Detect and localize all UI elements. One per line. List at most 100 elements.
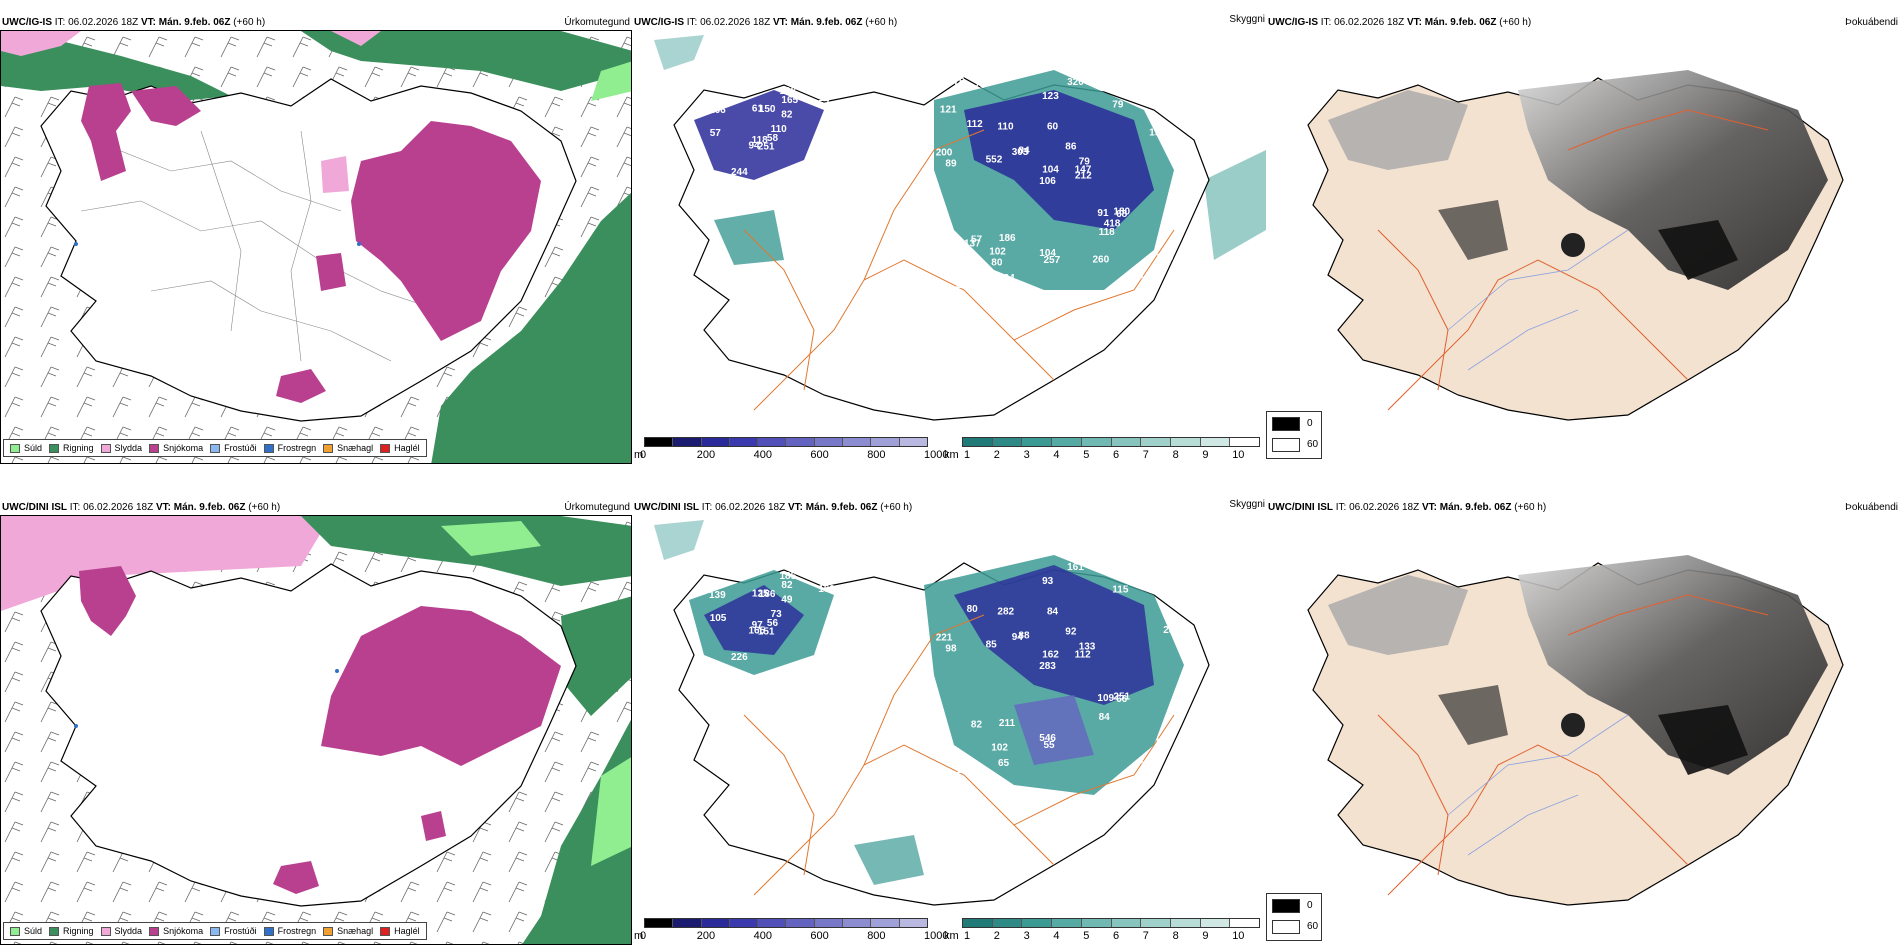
fog-map[interactable] <box>1268 30 1900 430</box>
visibility-value: 251 <box>758 142 775 153</box>
vt-value: Mán. 9.feb. 06Z <box>805 502 878 513</box>
colorbar-tick: 4 <box>1053 930 1060 942</box>
visibility-value: 180 <box>1113 207 1130 218</box>
legend-item: Súld <box>10 926 42 936</box>
visibility-value: 125 <box>752 589 769 600</box>
colorbar-tick: 5 <box>1083 449 1090 461</box>
visibility-value: 162 <box>1042 649 1059 660</box>
legend-label: Haglél <box>394 443 420 453</box>
visibility-value: 89 <box>945 159 957 170</box>
colorbar-tick: 5 <box>1083 930 1090 942</box>
visibility-value: 147 <box>1075 165 1092 176</box>
visibility-value: 112 <box>1075 650 1092 661</box>
visibility-value: 539 <box>1156 738 1173 749</box>
colorbar-tick: 10 <box>1232 449 1245 461</box>
legend-swatch <box>263 443 274 453</box>
visibility-value: 208 <box>956 280 973 291</box>
fog-legend-label: 60 <box>1307 439 1319 450</box>
visibility-value: 212 <box>1075 171 1092 182</box>
visibility-value: 57 <box>818 99 830 110</box>
model-name: UWC/DINI ISL <box>2 502 67 513</box>
visibility-numbers: 251 166 118 187 110 244 108 150 165 58 89 80 57 57 94 8… <box>704 76 1180 291</box>
colorbar-bin <box>729 919 759 927</box>
colorbar-bin <box>1052 438 1082 446</box>
fog-title: Þokuábendi <box>1845 17 1898 28</box>
legend-swatch <box>380 443 391 453</box>
vis-m-colorbar: m 0 200 400 600 800 1000 <box>634 918 948 944</box>
colorbar-bin <box>1022 919 1053 927</box>
legend-label: Slydda <box>114 443 143 453</box>
colorbar-bin <box>899 919 927 927</box>
legend-item: Slydda <box>100 443 143 453</box>
colorbar-tick: 9 <box>1202 449 1209 461</box>
legend-label: Rigning <box>63 926 94 936</box>
legend-swatch <box>149 443 160 453</box>
it-label: IT: <box>54 17 66 28</box>
rain-area <box>561 596 631 716</box>
visibility-value: 185 <box>780 571 797 582</box>
fog-header: UWC/DINI ISL IT: 06.02.2026 18Z VT: Mán.… <box>1268 502 1546 514</box>
visibility-numbers: 151 139 97 78 73 226 185 186 82 56 59 63 105 160 165 49… <box>704 562 1180 776</box>
colorbar-bin <box>1141 438 1171 446</box>
fog-map[interactable] <box>1268 515 1900 915</box>
visibility-value: 94 <box>749 140 761 151</box>
colorbar-bin <box>645 919 674 927</box>
legend-item: Haglél <box>380 443 420 453</box>
visibility-value: 226 <box>731 652 748 663</box>
visibility-map[interactable]: 151 139 97 78 73 226 185 186 82 56 59 63 105 160 165 49… <box>634 515 1266 915</box>
precip-header: UWC/DINI ISL IT: 06.02.2026 18Z VT: Mán.… <box>2 502 280 514</box>
fog-legend-swatch <box>1272 920 1300 934</box>
legend-label: Snæhagl <box>337 926 374 936</box>
low-visibility-area <box>964 90 1154 230</box>
precip-map-panel[interactable]: Súld Rigning Slydda Snjókoma Frostúði Frostre… <box>0 515 632 945</box>
visibility-value: 418 <box>1104 219 1121 230</box>
fog-header: UWC/IG-IS IT: 06.02.2026 18Z VT: Mán. 9.… <box>1268 17 1531 29</box>
colorbar-tick: 200 <box>696 930 716 942</box>
colorbar-unit: m <box>634 930 644 942</box>
visibility-value: 283 <box>1039 661 1056 672</box>
visibility-value: 76 <box>954 76 966 87</box>
visibility-value: 104 <box>1039 248 1056 259</box>
visibility-value: 66 <box>1116 694 1128 705</box>
sleet-area <box>1 31 81 56</box>
legend-item: Frostúði <box>210 443 257 453</box>
precip-header: UWC/IG-IS IT: 06.02.2026 18Z VT: Mán. 9.… <box>2 17 265 29</box>
vt-value: Mán. 9.feb. 06Z <box>158 17 231 28</box>
rain-area <box>431 192 631 463</box>
precip-map-panel[interactable]: Súld Rigning Slydda Snjókoma Frostúði Frostre… <box>0 30 632 464</box>
visibility-value: 552 <box>986 155 1003 166</box>
colorbar-tick: 400 <box>753 930 772 942</box>
visibility-value: 166 <box>709 105 726 116</box>
colorbar-bin <box>1230 919 1260 927</box>
legend-item: Frostregn <box>263 926 316 936</box>
freezing-rain-spot <box>335 669 339 673</box>
colorbar-bin <box>1141 919 1171 927</box>
legend-swatch <box>10 443 20 453</box>
legend-item: Snjókoma <box>149 443 203 453</box>
model-name: UWC/IG-IS <box>634 17 684 28</box>
visibility-value: 58 <box>767 133 779 144</box>
visibility-value: 80 <box>967 604 979 615</box>
visibility-map[interactable]: 251 166 118 187 110 244 108 150 165 58 89 80 57 57 94 8… <box>634 30 1266 430</box>
colorbar-bin <box>701 919 730 927</box>
low-visibility-area <box>694 90 824 180</box>
visibility-value: 82 <box>971 719 983 730</box>
colorbar-bin <box>729 438 759 446</box>
legend-item: Snæhagl <box>323 443 373 453</box>
lead-time: (+60 h) <box>1499 17 1532 28</box>
it-value: 06.02.2026 18Z <box>83 502 154 513</box>
visibility-value: 151 <box>758 627 775 638</box>
visibility-value: 260 <box>1093 255 1110 266</box>
fog-title: Þokuábendi <box>1845 502 1898 513</box>
colorbar-tick: 9 <box>1202 930 1209 942</box>
visibility-value: 150 <box>759 104 776 115</box>
colorbar-tick: 6 <box>1113 449 1120 461</box>
roads <box>1377 594 1769 896</box>
it-label: IT: <box>1320 17 1332 28</box>
it-value: 06.02.2026 18Z <box>68 17 139 28</box>
legend-item: Súld <box>10 443 42 453</box>
legend-swatch <box>210 926 221 936</box>
it-value: 06.02.2026 18Z <box>700 17 771 28</box>
visibility-value: 121 <box>940 104 957 115</box>
visibility-value: 118 <box>1099 227 1116 238</box>
